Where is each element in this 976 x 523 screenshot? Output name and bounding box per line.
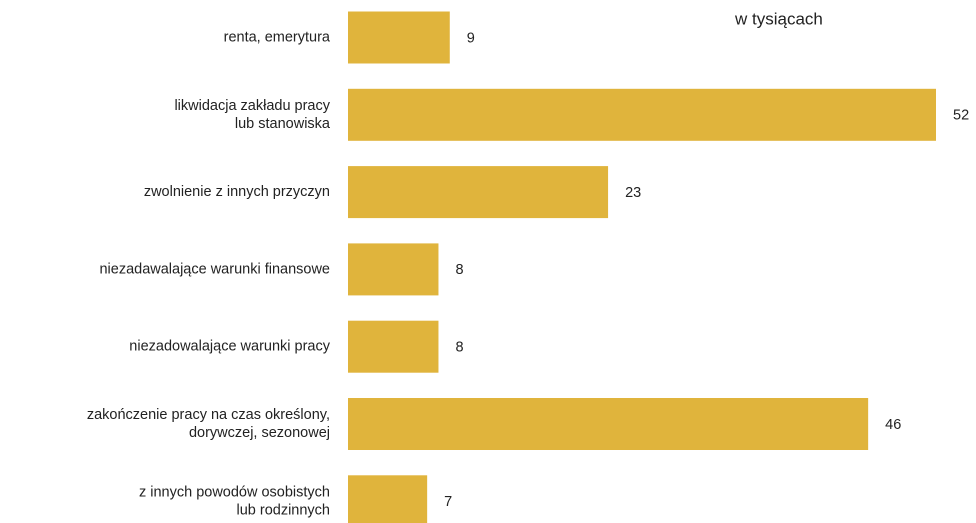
category-label: zwolnienie z innych przyczyn — [144, 184, 330, 200]
category-label-line: lub rodzinnych — [237, 502, 331, 518]
value-label: 52 — [953, 108, 969, 124]
value-label: 46 — [885, 417, 901, 433]
category-label: z innych powodów osobistych lub rodzinnyc… — [139, 484, 330, 518]
category-label-line: niezadawalające warunki finansowe — [99, 261, 330, 277]
bar — [348, 11, 450, 64]
value-label: 7 — [444, 494, 452, 510]
bar — [348, 475, 428, 523]
value-label: 23 — [625, 185, 641, 201]
category-label: renta, emerytura — [224, 29, 331, 45]
bar — [348, 166, 609, 219]
category-label-line: dorywczej, sezonowej — [189, 425, 330, 441]
bar — [348, 398, 869, 450]
value-label: 9 — [467, 30, 475, 46]
category-label-line: likwidacja zakładu pracy — [174, 98, 330, 114]
value-label: 8 — [455, 340, 463, 356]
category-label: zakończenie pracy na czas określony, dory… — [87, 407, 330, 441]
bar — [348, 88, 936, 141]
unit-annotation: w tysiącach — [734, 9, 823, 28]
category-label-line: z innych powodów osobistych — [139, 484, 330, 500]
category-label-line: zakończenie pracy na czas określony, — [87, 407, 330, 423]
category-label-line: niezadowalające warunki pracy — [129, 339, 330, 355]
category-label-line: lub stanowiska — [235, 116, 331, 132]
category-label: niezadowalające warunki pracy — [129, 339, 330, 355]
category-label: likwidacja zakładu pracy lub stanowiska — [174, 98, 330, 132]
bar — [348, 320, 439, 373]
category-label-line: renta, emerytura — [224, 29, 331, 45]
bar — [348, 243, 439, 296]
category-label: niezadawalające warunki finansowe — [99, 261, 330, 277]
value-label: 8 — [455, 262, 463, 278]
category-label-line: zwolnienie z innych przyczyn — [144, 184, 330, 200]
